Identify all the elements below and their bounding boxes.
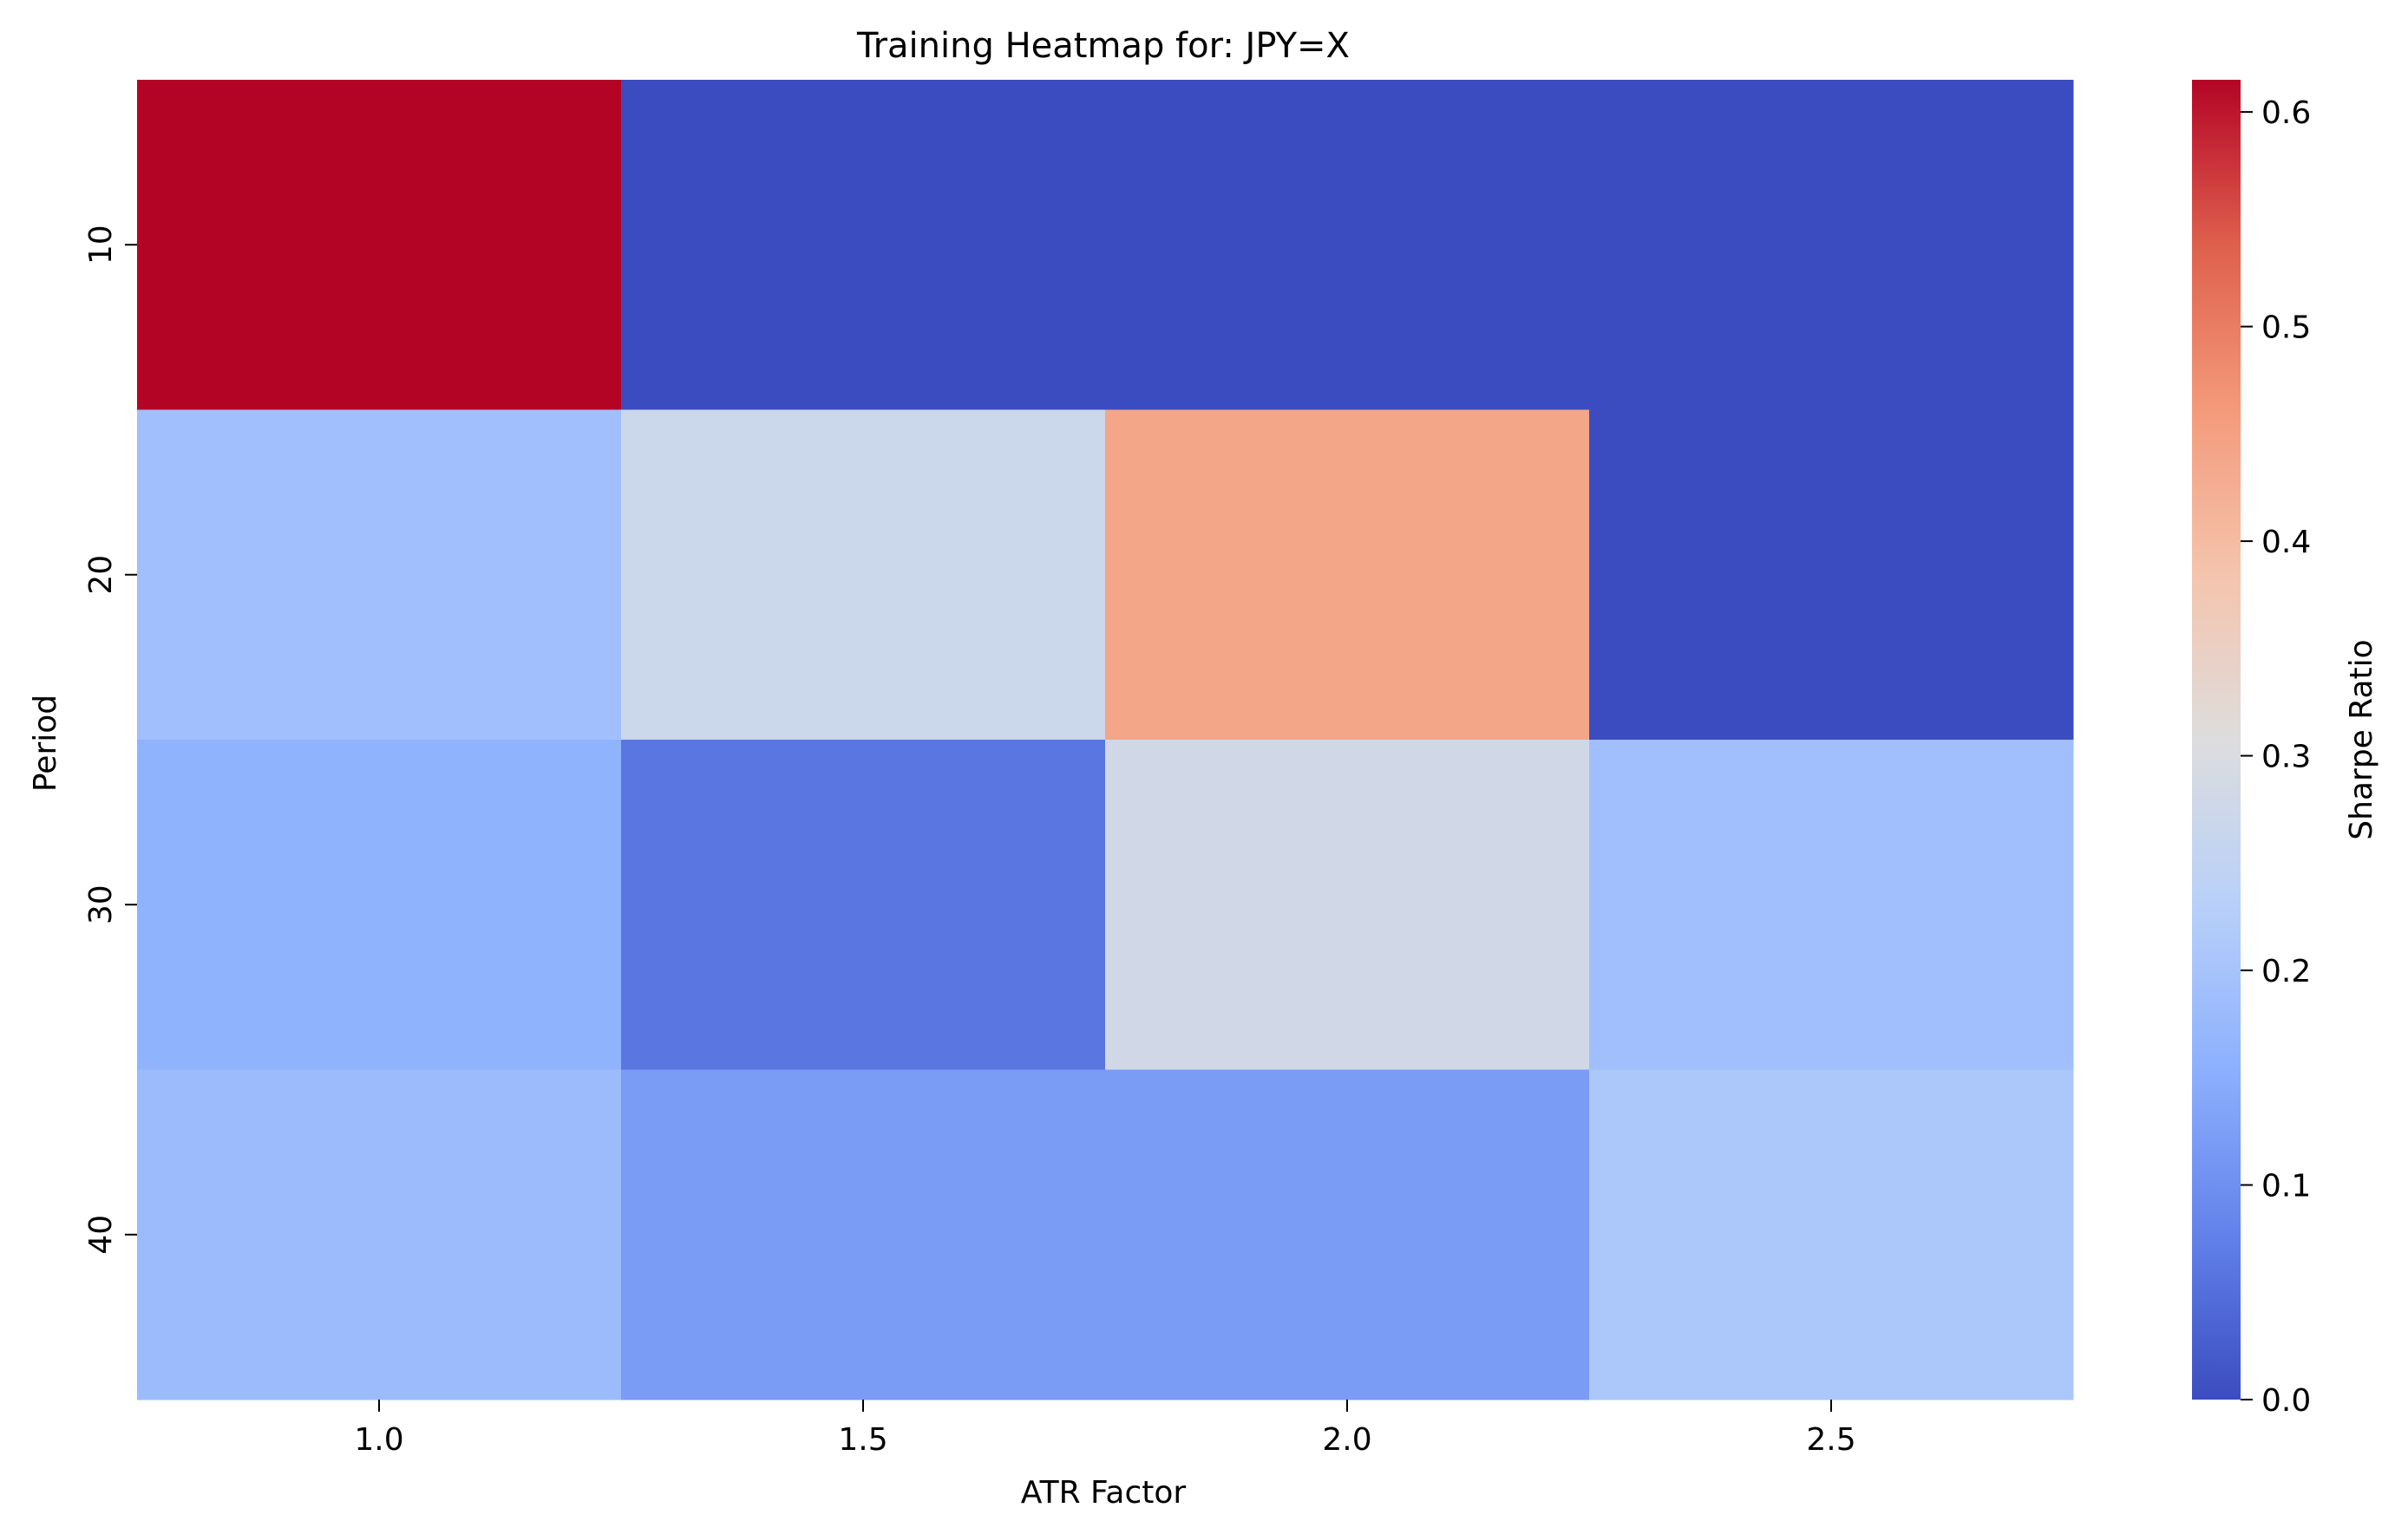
heatmap-cell-10-2.0 bbox=[1105, 80, 1590, 410]
colorbar: 0.0 0.1 0.2 0.3 0.4 0.5 0.6 Sharpe Ratio bbox=[2192, 80, 2379, 1419]
y-tick-label: 20 bbox=[83, 555, 119, 595]
colorbar-tick-label: 0.3 bbox=[2261, 740, 2311, 775]
y-tick-label: 40 bbox=[83, 1215, 119, 1255]
chart-title: Training Heatmap for: JPY=X bbox=[856, 26, 1350, 66]
colorbar-tick-label: 0.1 bbox=[2261, 1169, 2311, 1204]
heatmap-cell-20-2.0 bbox=[1105, 409, 1590, 741]
x-axis-label: ATR Factor bbox=[1021, 1475, 1187, 1511]
colorbar-tick-label: 0.0 bbox=[2261, 1383, 2311, 1419]
x-tick-label: 1.0 bbox=[354, 1422, 403, 1458]
heatmap-cell-20-1.0 bbox=[137, 409, 622, 741]
colorbar-tick-label: 0.2 bbox=[2261, 954, 2311, 989]
colorbar-label: Sharpe Ratio bbox=[2344, 639, 2379, 839]
colorbar-ticks: 0.0 0.1 0.2 0.3 0.4 0.5 0.6 bbox=[2241, 95, 2311, 1419]
x-tick-label: 2.5 bbox=[1806, 1422, 1855, 1458]
x-tick-label: 1.5 bbox=[838, 1422, 887, 1458]
heatmap-cell-40-2.5 bbox=[1589, 1069, 2074, 1400]
y-axis: 10 20 30 40 bbox=[83, 225, 137, 1255]
colorbar-gradient bbox=[2192, 80, 2241, 1400]
heatmap-cell-20-2.5 bbox=[1589, 409, 2074, 741]
heatmap-cell-30-1.5 bbox=[621, 740, 1106, 1070]
heatmap-cell-10-1.0 bbox=[137, 80, 622, 410]
heatmap-cells bbox=[137, 80, 2074, 1400]
heatmap-cell-10-2.5 bbox=[1589, 80, 2074, 410]
heatmap-cell-20-1.5 bbox=[621, 409, 1106, 741]
x-tick-label: 2.0 bbox=[1322, 1422, 1371, 1458]
heatmap-cell-40-1.5 bbox=[621, 1069, 1106, 1400]
heatmap-cell-30-1.0 bbox=[137, 740, 622, 1070]
heatmap-cell-10-1.5 bbox=[621, 80, 1106, 410]
colorbar-tick-label: 0.4 bbox=[2261, 525, 2311, 560]
y-tick-label: 10 bbox=[83, 225, 119, 264]
x-axis: 1.0 1.5 2.0 2.5 bbox=[354, 1400, 1856, 1458]
y-tick-label: 30 bbox=[83, 884, 119, 924]
colorbar-tick-label: 0.5 bbox=[2261, 310, 2311, 346]
heatmap-cell-30-2.5 bbox=[1589, 740, 2074, 1070]
heatmap-cell-30-2.0 bbox=[1105, 740, 1590, 1070]
heatmap-cell-40-2.0 bbox=[1105, 1069, 1590, 1400]
colorbar-tick-label: 0.6 bbox=[2261, 95, 2311, 131]
y-axis-label: Period bbox=[28, 695, 63, 792]
heatmap-cell-40-1.0 bbox=[137, 1069, 622, 1400]
